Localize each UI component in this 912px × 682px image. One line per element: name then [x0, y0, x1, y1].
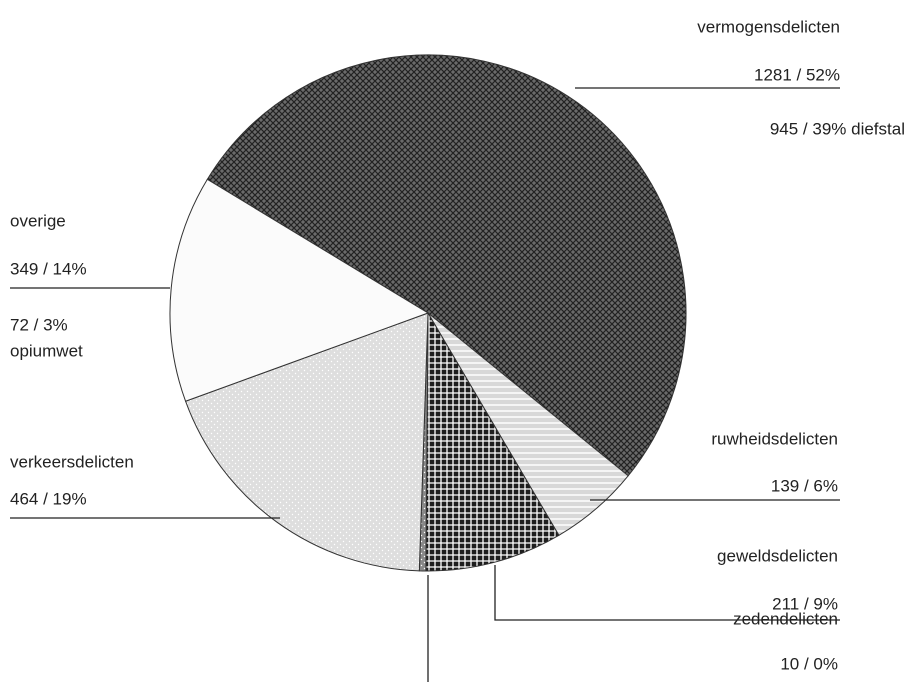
pie-slice: [169, 178, 430, 402]
pie-slice: [425, 311, 560, 572]
slice-label: zedendelicten: [733, 609, 838, 628]
value-label: 464 / 19%: [10, 489, 87, 508]
slice-label: overige: [10, 211, 66, 230]
value-label: 211 / 9%: [772, 594, 838, 613]
value-label: 10 / 0%: [780, 654, 838, 673]
value-label: 349 / 14%: [10, 259, 87, 278]
annotation: 945 / 39% diefstal: [770, 119, 905, 138]
slice-label: geweldsdelicten: [717, 546, 838, 565]
annotation: opiumwet: [10, 341, 83, 360]
slice-label: vermogensdelicten: [697, 17, 840, 36]
value-label: 1281 / 52%: [754, 65, 840, 84]
pie-slice: [184, 312, 429, 572]
slice-label: ruwheidsdelicten: [711, 429, 838, 448]
slice-label: verkeersdelicten: [10, 452, 134, 471]
pie-slice: [206, 54, 687, 477]
leader-line: [494, 565, 840, 621]
annotation: 72 / 3%: [10, 315, 68, 334]
value-label: 139 / 6%: [771, 476, 838, 495]
